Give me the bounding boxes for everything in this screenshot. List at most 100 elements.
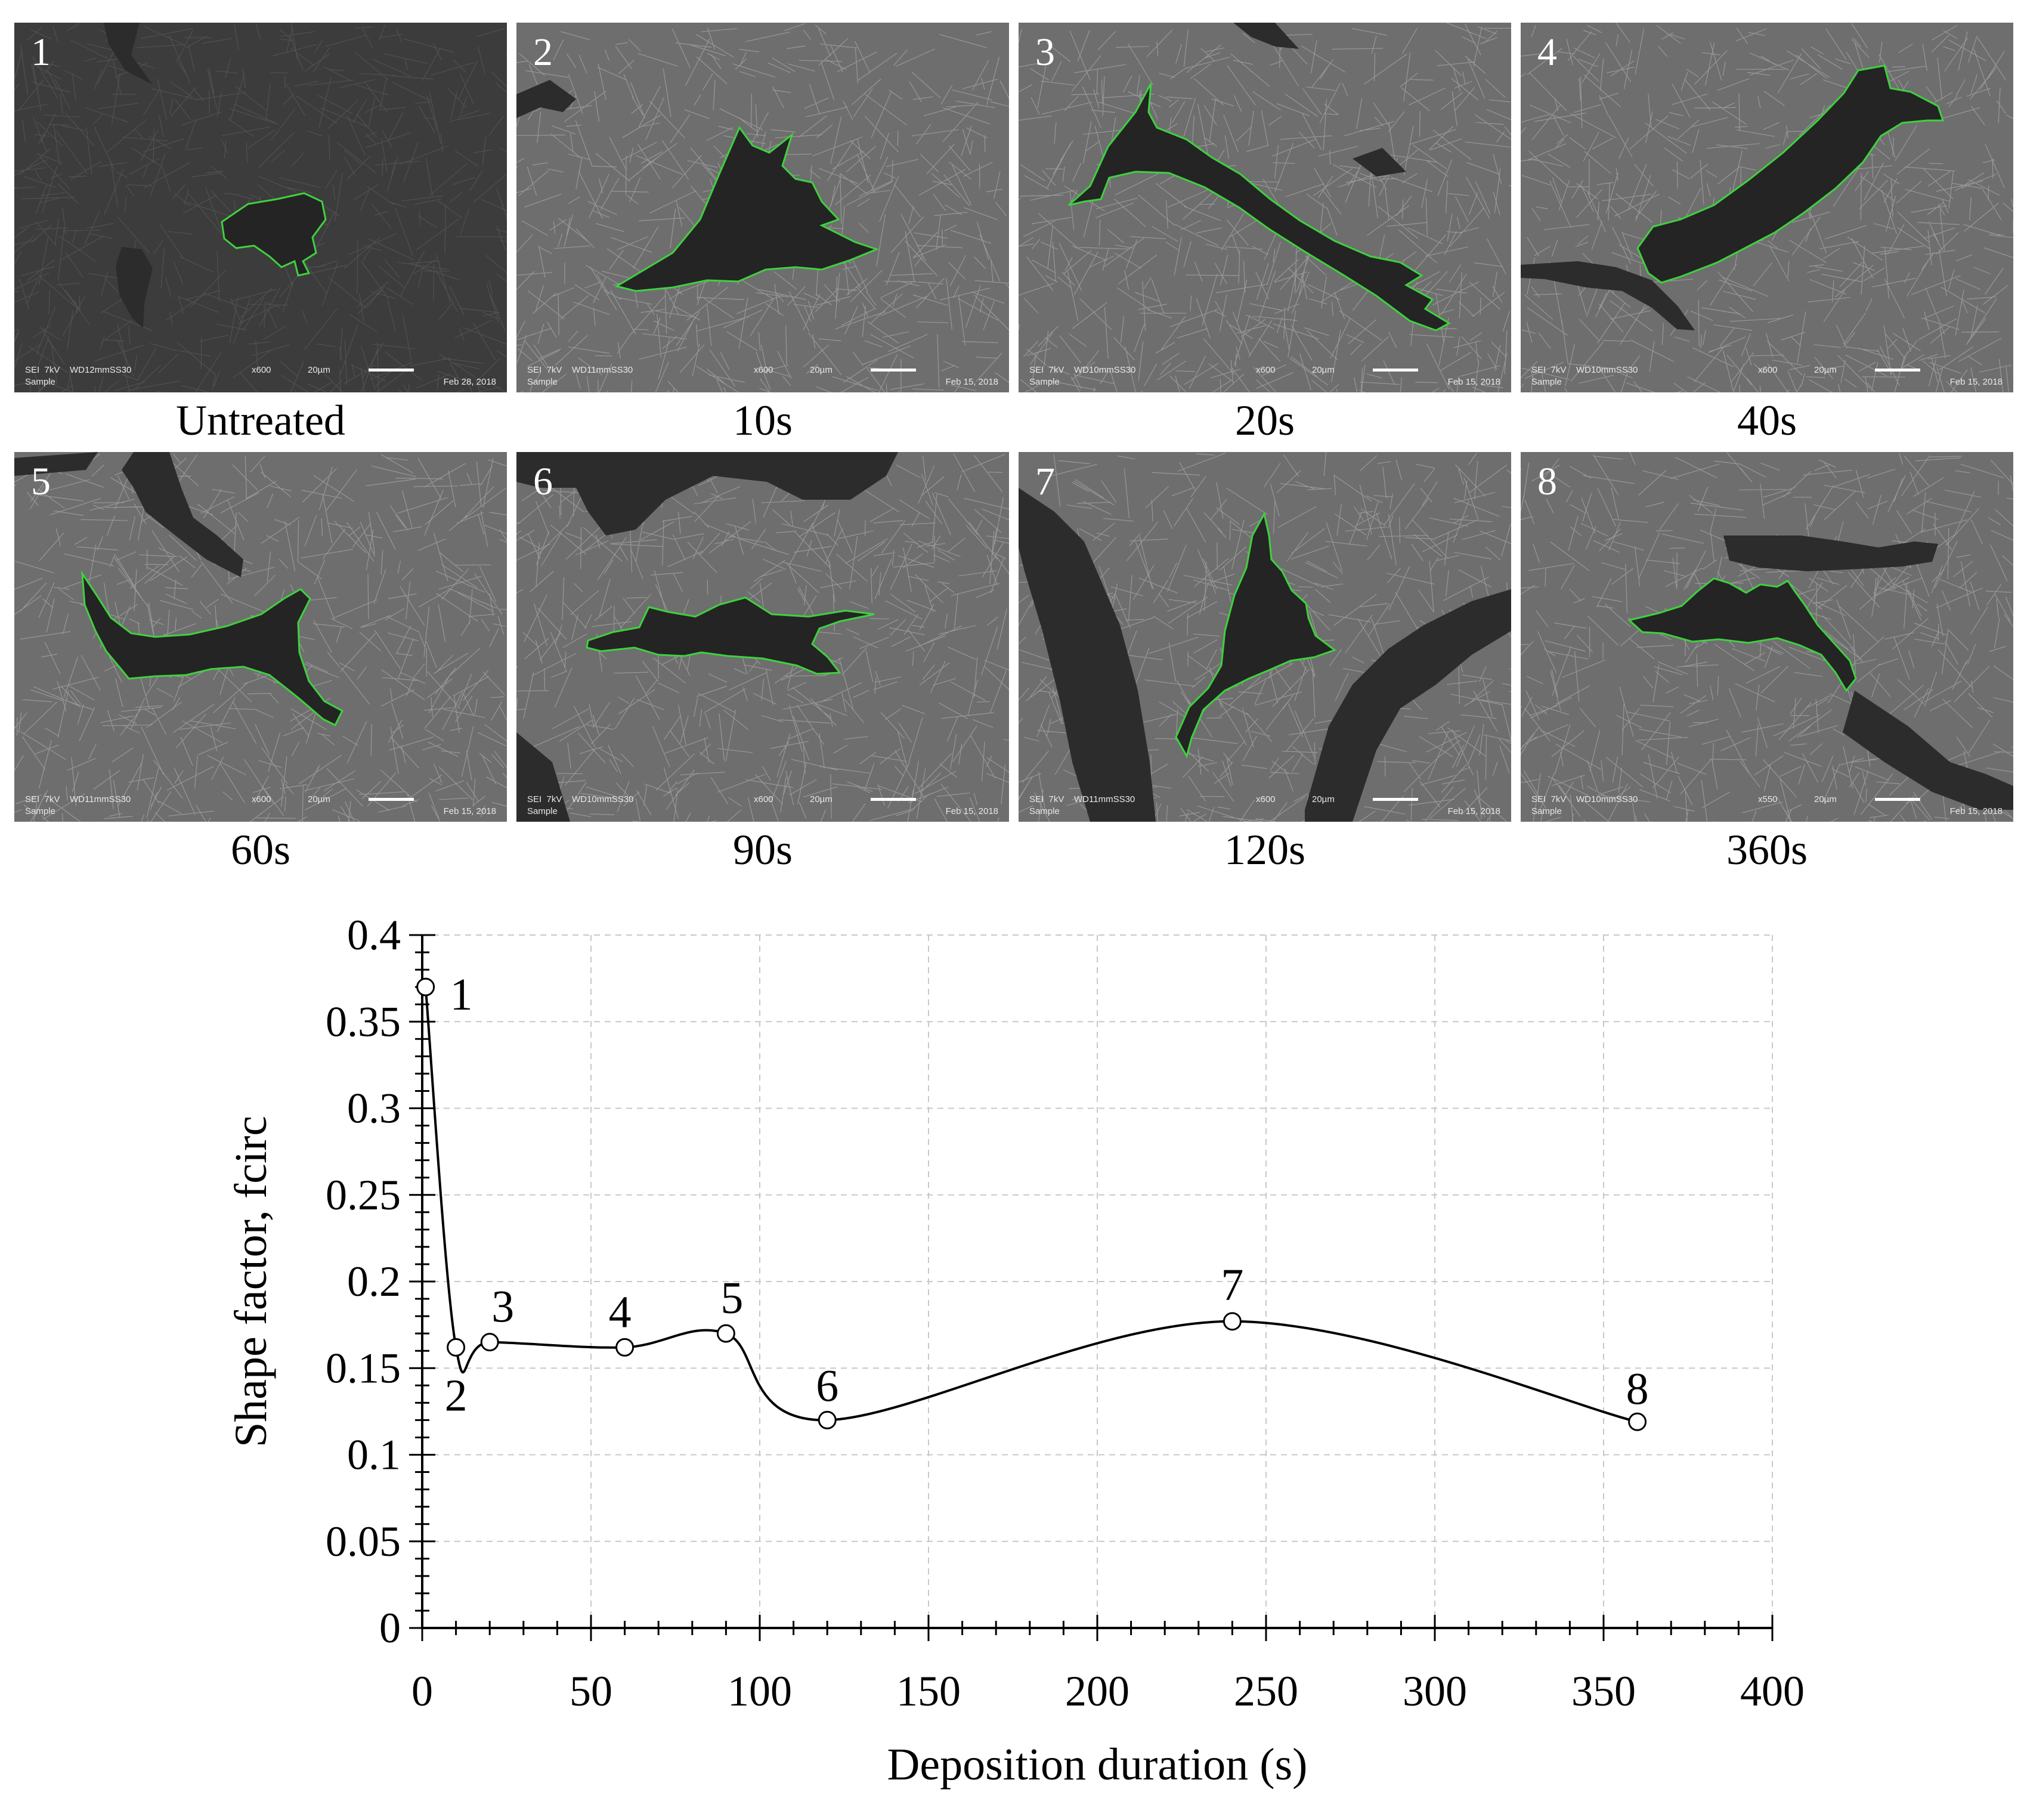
scale-bar-label: 20µm <box>308 794 330 804</box>
sem-info-bar: SEI 7kV WD11mmSS30 Sample x600 20µm Feb 15, … <box>525 363 1001 389</box>
sem-image-3: 3 SEI 7kV WD10mmSS30 Sample x600 20µm Feb 15,… <box>1019 23 1511 392</box>
data-point <box>716 1324 735 1343</box>
sem-micrograph <box>1521 23 2013 392</box>
data-point-label: 6 <box>816 1361 838 1411</box>
data-point <box>615 1338 635 1357</box>
shape-factor-chart: 0 50 100 150 200 250 300 350 400 0 0.05 0.1 0.15 0.2 0… <box>226 911 1805 1790</box>
sem-info-bar: SEI 7kV WD10mmSS30 Sample x600 20µm Feb 15, … <box>525 792 1001 818</box>
cell-outline <box>1636 64 1945 284</box>
sem-sample-text: Sample <box>1531 377 1562 387</box>
sem-settings-text: SEI 7kV WD10mmSS30 <box>1531 365 1638 375</box>
dark-cell-region <box>516 80 576 118</box>
scale-bar <box>871 369 916 372</box>
sem-micrograph <box>1019 452 1511 822</box>
panel-caption: 20s <box>1234 397 1295 444</box>
capture-date-text: Feb 15, 2018 <box>1949 377 2003 387</box>
magnification-text: x600 <box>252 794 271 804</box>
data-point-label: 7 <box>1221 1260 1243 1310</box>
cell-outline <box>614 126 880 292</box>
sem-settings-text: SEI 7kV WD11mmSS30 <box>25 794 131 804</box>
data-point-label: 5 <box>720 1273 743 1323</box>
data-point <box>1628 1412 1647 1431</box>
sem-settings-text: SEI 7kV WD10mmSS30 <box>1531 794 1638 804</box>
capture-date-text: Feb 15, 2018 <box>1949 806 2003 816</box>
x-tick-label: 250 <box>1234 1667 1298 1715</box>
panel-number: 7 <box>1035 460 1055 503</box>
x-tick-label: 150 <box>896 1667 961 1715</box>
sem-sample-text: Sample <box>25 806 55 816</box>
data-point <box>480 1333 499 1352</box>
dark-cell-region <box>104 23 153 85</box>
data-point <box>447 1338 466 1357</box>
sem-micrograph <box>14 452 507 822</box>
cell-outline <box>1627 577 1857 692</box>
sem-image-5: 5 SEI 7kV WD11mmSS30 Sample x600 20µm Feb 15,… <box>14 452 507 822</box>
series-line <box>424 986 1638 1423</box>
cell-outline <box>81 570 343 727</box>
capture-date-text: Feb 15, 2018 <box>1447 377 1500 387</box>
y-tick-label: 0.2 <box>347 1258 401 1305</box>
capture-date-text: Feb 15, 2018 <box>1447 806 1500 816</box>
x-axis-label: Deposition duration (s) <box>887 1739 1307 1790</box>
y-tick-label: 0.3 <box>347 1085 401 1132</box>
sem-micrograph <box>14 23 507 392</box>
magnification-text: x600 <box>1758 365 1778 375</box>
sem-info-bar: SEI 7kV WD12mmSS30 Sample x600 20µm Feb 28, … <box>23 363 499 389</box>
y-axis-label: Shape factor, fcirc <box>226 1116 276 1447</box>
grid-lines <box>422 934 1773 1628</box>
sem-sample-text: Sample <box>527 377 558 387</box>
sem-image-1: 1 SEI 7kV WD12mmSS30 Sample x600 20µm Feb 28,… <box>14 23 507 392</box>
scale-bar-label: 20µm <box>1814 794 1837 804</box>
dark-cell-region <box>1305 589 1511 822</box>
y-tick-label: 0.35 <box>326 998 401 1045</box>
sem-sample-text: Sample <box>527 806 558 816</box>
scale-bar <box>369 798 414 801</box>
y-tick-label: 0 <box>379 1604 401 1652</box>
sem-info-bar: SEI 7kV WD11mmSS30 Sample x600 20µm Feb 15, … <box>1027 792 1503 818</box>
panel-number: 8 <box>1537 460 1557 503</box>
magnification-text: x550 <box>1758 794 1778 804</box>
data-point-label: 1 <box>450 970 473 1020</box>
y-tick-label: 0.15 <box>326 1344 401 1392</box>
data-point <box>818 1410 837 1429</box>
panel-number: 6 <box>533 460 553 503</box>
panel-number: 5 <box>31 460 51 503</box>
sem-info-bar: SEI 7kV WD10mmSS30 Sample x600 20µm Feb 15, … <box>1027 363 1503 389</box>
data-point-label: 8 <box>1626 1364 1649 1414</box>
magnification-text: x600 <box>754 794 773 804</box>
data-point-label: 3 <box>491 1282 514 1332</box>
sem-image-grid: 1 SEI 7kV WD12mmSS30 Sample x600 20µm Feb 28,… <box>0 0 2024 874</box>
panel-caption: 90s <box>732 826 793 874</box>
y-tick-label: 0.1 <box>347 1431 401 1479</box>
sem-image-4: 4 SEI 7kV WD10mmSS30 Sample x600 20µm Feb 15,… <box>1521 23 2013 392</box>
ticks: 0 50 100 150 200 250 300 350 400 0 0.05 0.1 0.15 0.2 0… <box>326 911 1805 1715</box>
sem-image-2: 2 SEI 7kV WD11mmSS30 Sample x600 20µm Feb 15,… <box>516 23 1009 392</box>
magnification-text: x600 <box>252 365 271 375</box>
sem-settings-text: SEI 7kV WD10mmSS30 <box>527 794 634 804</box>
scale-bar <box>1875 369 1920 372</box>
panel-caption: 60s <box>230 826 291 874</box>
y-tick-label: 0.4 <box>347 911 401 959</box>
data-point <box>416 977 435 996</box>
sem-micrograph <box>1019 23 1511 392</box>
capture-date-text: Feb 28, 2018 <box>443 377 496 387</box>
sem-sample-text: Sample <box>1029 806 1060 816</box>
sem-sample-text: Sample <box>1531 806 1562 816</box>
capture-date-text: Feb 15, 2018 <box>945 377 998 387</box>
scale-bar <box>1373 369 1418 372</box>
scale-bar <box>1373 798 1418 801</box>
capture-date-text: Feb 15, 2018 <box>945 806 998 816</box>
panel-number: 2 <box>533 30 553 74</box>
scale-bar-label: 20µm <box>810 365 832 375</box>
capture-date-text: Feb 15, 2018 <box>443 806 496 816</box>
sem-info-bar: SEI 7kV WD11mmSS30 Sample x600 20µm Feb 15, … <box>23 792 499 818</box>
scale-bar-label: 20µm <box>1312 365 1335 375</box>
dark-cell-region <box>1019 488 1156 822</box>
x-tick-label: 300 <box>1403 1667 1467 1715</box>
cell-outline <box>1175 511 1337 759</box>
y-tick-label: 0.05 <box>326 1518 401 1565</box>
sem-image-7: 7 SEI 7kV WD11mmSS30 Sample x600 20µm Feb 15,… <box>1019 452 1511 822</box>
scale-bar <box>871 798 916 801</box>
cell-outline <box>221 192 327 277</box>
